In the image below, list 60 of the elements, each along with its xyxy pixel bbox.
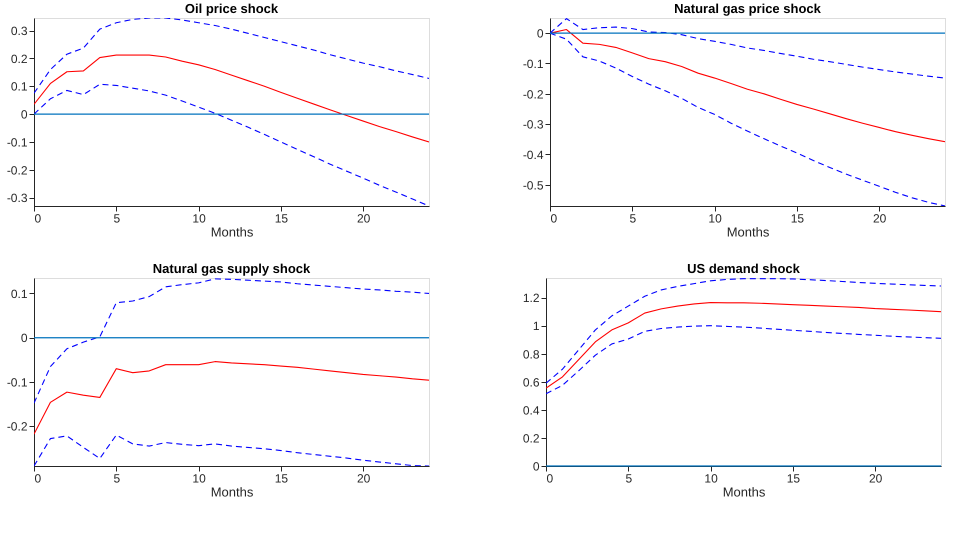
line-series: [34, 18, 429, 94]
line-series: [34, 361, 429, 435]
y-tick-label: 0: [20, 331, 28, 346]
y-tick-label: 0.3: [10, 24, 28, 38]
line-series: [34, 278, 429, 404]
line-series: [546, 325, 941, 394]
x-tick-label: 15: [274, 212, 288, 226]
x-tick-label: 20: [872, 212, 887, 226]
x-tick-label: 5: [113, 212, 120, 226]
x-tick-label: 20: [356, 472, 371, 486]
y-tick-label: -0.1: [522, 56, 544, 71]
y-tick-label: 1.2: [522, 291, 540, 306]
x-axis-title: Months: [722, 484, 766, 500]
y-tick-label: -0.5: [522, 178, 544, 192]
y-tick-label: 0: [532, 460, 540, 474]
x-tick-label: 10: [192, 472, 206, 486]
line-series: [550, 28, 945, 142]
chart-title: Oil price shock: [184, 1, 279, 16]
line-series: [34, 54, 429, 142]
y-tick-label: -0.3: [522, 118, 544, 132]
y-tick-label: -0.3: [6, 191, 28, 206]
x-tick-label: 10: [708, 212, 722, 226]
y-tick-label: 0.1: [10, 80, 28, 94]
y-tick-label: 0.2: [522, 431, 540, 446]
y-tick-label: -0.1: [6, 135, 28, 150]
x-tick-label: 0: [546, 472, 554, 486]
x-tick-label: 10: [704, 472, 718, 486]
x-tick-label: 15: [790, 212, 804, 226]
y-tick-label: 1: [532, 319, 540, 334]
y-tick-label: 0.4: [522, 403, 540, 418]
y-tick-label: 0.2: [10, 52, 28, 66]
y-tick-label: -0.2: [522, 87, 544, 102]
y-tick-label: 0.1: [10, 286, 28, 301]
y-tick-label: -0.1: [6, 375, 28, 390]
x-tick-label: 0: [34, 472, 42, 486]
x-tick-label: 10: [192, 212, 206, 226]
chart-title: Natural gas supply shock: [152, 261, 312, 276]
chart-title: Natural gas price shock: [674, 1, 822, 16]
x-axis-title: Months: [726, 224, 770, 240]
line-series: [546, 302, 941, 389]
x-tick-label: 15: [786, 472, 800, 486]
x-tick-label: 0: [34, 212, 42, 226]
x-axis-title: Months: [210, 224, 254, 240]
x-tick-label: 5: [625, 472, 632, 486]
y-tick-label: 0: [536, 26, 544, 41]
x-tick-label: 20: [868, 472, 883, 486]
y-tick-label: -0.4: [522, 148, 544, 162]
x-tick-label: 5: [629, 212, 636, 226]
line-series: [546, 278, 941, 384]
y-tick-label: -0.2: [6, 163, 28, 178]
y-tick-label: 0.6: [522, 375, 540, 390]
x-axis-title: Months: [210, 484, 254, 500]
y-tick-label: 0: [20, 108, 28, 122]
x-tick-label: 15: [274, 472, 288, 486]
x-tick-label: 0: [550, 212, 558, 226]
y-tick-label: -0.2: [6, 420, 28, 434]
x-tick-label: 5: [113, 472, 120, 486]
chart-title: US demand shock: [687, 261, 801, 276]
x-tick-label: 20: [356, 212, 371, 226]
y-tick-label: 0.8: [522, 347, 540, 362]
